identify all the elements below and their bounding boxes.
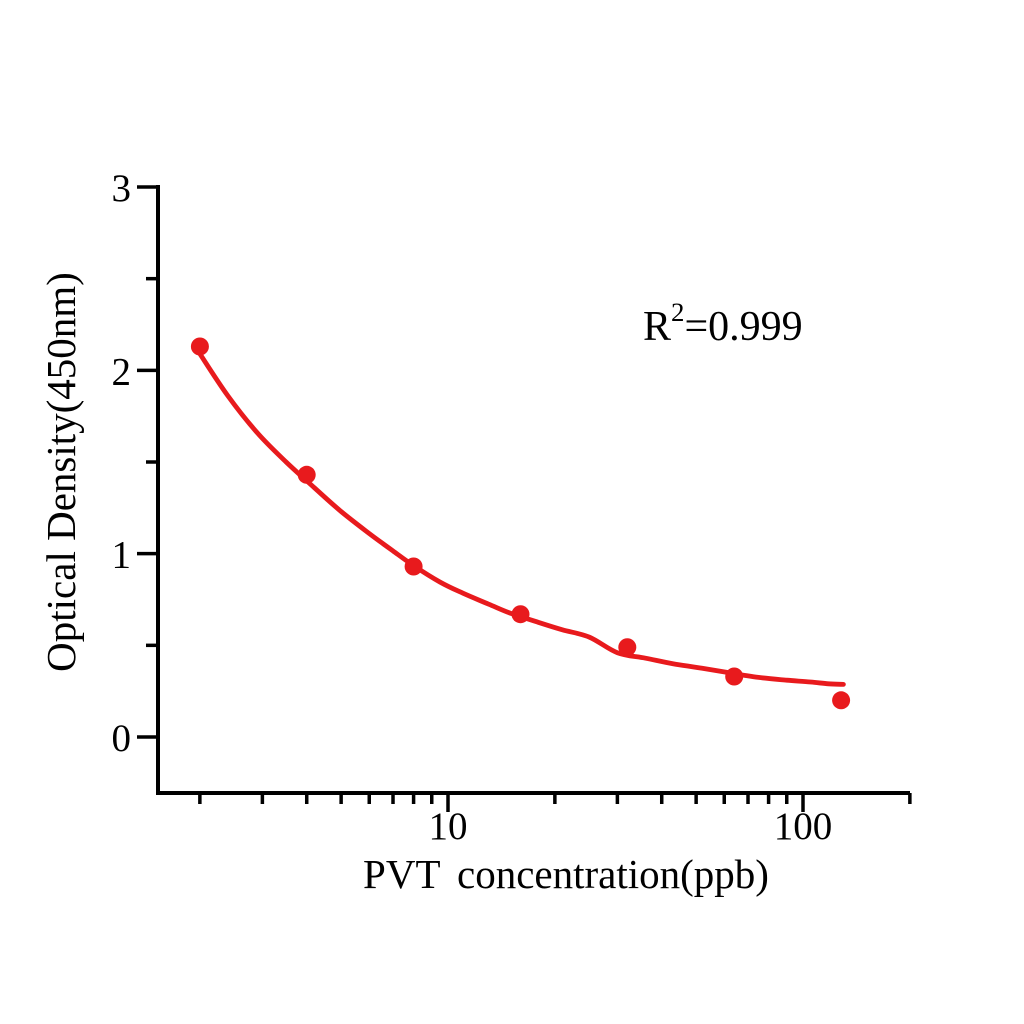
fit-curve: [197, 351, 846, 687]
r-squared-superscript: 2: [671, 296, 685, 327]
r-squared-value: =0.999: [684, 304, 803, 350]
data-point: [725, 667, 744, 686]
data-point: [404, 557, 423, 576]
y-tick-label: 0: [112, 717, 132, 760]
x-tick-label: 10: [429, 805, 468, 848]
data-point: [618, 638, 637, 657]
y-axis-title: Optical Density(450nm): [38, 272, 84, 672]
data-point: [511, 605, 530, 624]
axis-spines: [156, 185, 910, 795]
data-point: [832, 691, 851, 710]
x-axis-title: PVT concentration(ppb): [363, 851, 769, 897]
data-point: [190, 337, 209, 356]
y-tick-label: 3: [112, 167, 132, 210]
y-tick-label: 1: [112, 534, 132, 577]
x-tick-label: 100: [774, 805, 833, 848]
y-tick-label: 2: [112, 350, 132, 393]
r-squared-annotation: R2=0.999: [643, 299, 803, 351]
data-point: [297, 465, 316, 484]
r-squared-base: R: [643, 304, 672, 350]
